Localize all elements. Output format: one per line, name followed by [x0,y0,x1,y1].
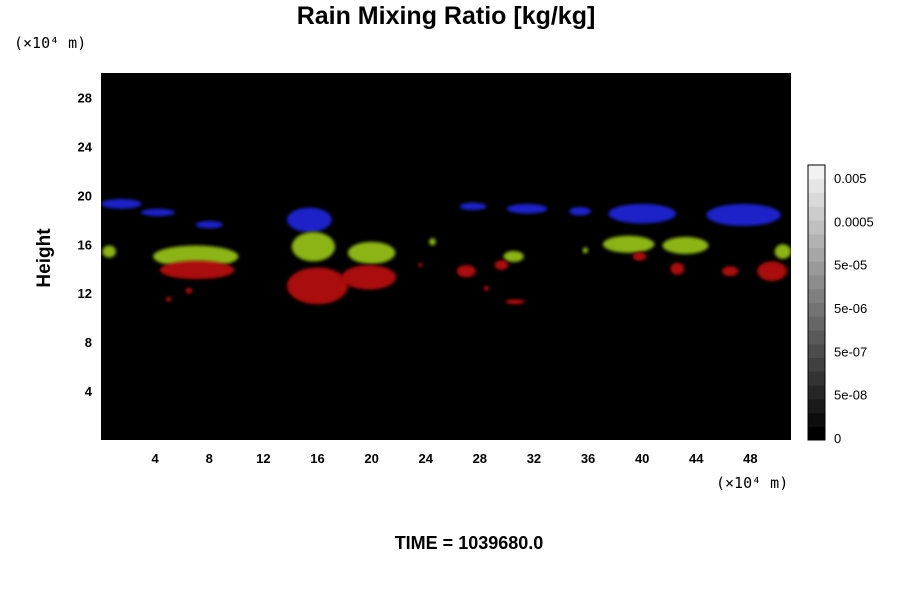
x-tick-label: 16 [310,451,324,466]
field-blob [159,260,235,280]
colorbar-segment [808,412,825,427]
y-tick-label: 16 [78,237,92,252]
colorbar-segment [808,385,825,400]
field-blob [506,203,548,214]
colorbar-tick-labels: 0.005 0.0005 5e-05 5e-06 5e-07 5e-08 0 [834,171,874,446]
field-blob [757,261,787,281]
y-axis-unit: (×10⁴ m) [14,34,86,52]
field-blob [662,236,709,255]
colorbar-segment [808,247,825,262]
field-blob [503,250,524,263]
field-blob [608,203,676,224]
x-tick-label: 12 [256,451,270,466]
colorbar-tick-label: 5e-08 [834,388,867,403]
field-blob [291,232,336,262]
colorbar-segment [808,316,825,331]
x-tick-label: 48 [743,451,757,466]
colorbar-segment [808,288,825,303]
x-tick-label: 20 [364,451,378,466]
x-axis-ticks: 4 8 12 16 20 24 28 32 36 40 44 48 [152,451,758,466]
colorbar-tick-label: 0.005 [834,171,867,186]
x-axis-unit: (×10⁴ m) [716,474,788,492]
field-blob [341,265,396,290]
colorbar-tick-label: 5e-05 [834,258,867,273]
field-blob [418,262,423,268]
colorbar [807,164,826,441]
colorbar-segment [808,220,825,235]
field-blob [569,206,591,216]
x-tick-label: 32 [527,451,541,466]
colorbar-segment [808,330,825,345]
colorbar-frame [807,164,826,441]
colorbar-segment [808,426,825,441]
field-blob [774,244,791,259]
field-blob [706,203,781,226]
x-tick-label: 28 [473,451,487,466]
y-tick-label: 12 [78,286,92,301]
field-blob [602,235,655,253]
colorbar-segment [808,165,825,180]
field-blob [101,199,142,209]
field-blob [483,285,490,291]
x-tick-label: 40 [635,451,649,466]
y-tick-label: 24 [78,139,93,154]
colorbar-segment [808,206,825,221]
y-tick-label: 20 [78,188,92,203]
x-tick-label: 36 [581,451,595,466]
colorbar-segment [808,357,825,372]
colorbar-segment [808,233,825,248]
x-tick-label: 8 [206,451,213,466]
field-blob [582,247,589,254]
x-tick-label: 44 [689,451,704,466]
colorbar-tick-label: 5e-06 [834,301,867,316]
field-blob [185,287,193,294]
field-blob [287,207,332,233]
y-tick-label: 4 [85,384,93,399]
field-blob [195,221,223,229]
x-tick-label: 24 [418,451,433,466]
field-blob [456,265,476,278]
field-blob [165,296,172,302]
colorbar-segment [808,192,825,207]
colorbar-tick-label: 5e-07 [834,344,867,359]
field-blob [670,262,685,275]
y-tick-label: 28 [78,90,92,105]
x-tick-label: 4 [152,451,160,466]
field-blob [632,252,647,261]
field-blob [494,260,509,270]
rain-field-layers [101,199,791,305]
field-blob [287,267,348,305]
colorbar-segment [808,343,825,358]
colorbar-tick-label: 0.0005 [834,214,874,229]
field-blob [347,241,396,264]
colorbar-segment [808,371,825,386]
field-blob [140,208,175,217]
colorbar-segment [808,398,825,413]
colorbar-segment [808,302,825,317]
field-blob [429,238,436,246]
time-label: TIME = 1039680.0 [395,533,544,553]
field-blob [505,299,525,305]
y-axis-label: Height [34,228,55,288]
colorbar-tick-label: 0 [834,431,841,446]
field-blob [102,245,116,258]
field-blob [153,245,239,268]
colorbar-segment [808,178,825,193]
colorbar-segment [808,275,825,290]
field-blob [459,202,487,211]
y-tick-label: 8 [85,335,92,350]
field-blob [722,266,739,277]
y-axis-ticks: 4 8 12 16 20 24 28 [78,90,93,399]
chart-title: Rain Mixing Ratio [kg/kg] [297,2,596,30]
colorbar-segment [808,261,825,276]
